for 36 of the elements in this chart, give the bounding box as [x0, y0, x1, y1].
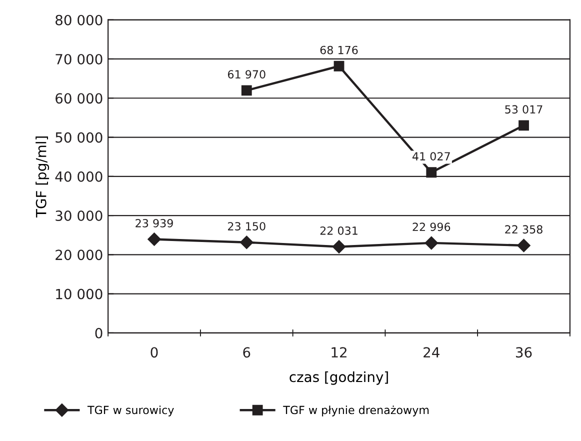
data-label: 23 150 — [228, 222, 266, 230]
point — [148, 232, 161, 246]
x-tick-label: 36 — [516, 347, 532, 358]
data-label: 22 031 — [320, 226, 358, 235]
y-axis-title: TGF [pg/ml] — [36, 136, 50, 218]
x-tick-label: 6 — [243, 347, 250, 358]
y-tick-label: 10 000 — [56, 288, 102, 300]
x-axis-title: czas [godziny] — [290, 371, 388, 385]
point — [426, 167, 437, 178]
x-tick-label: 24 — [424, 347, 440, 358]
point — [334, 60, 344, 72]
data-label: 22 358 — [505, 225, 542, 234]
data-label: 68 176 — [320, 46, 358, 54]
data-label: 22 996 — [412, 222, 450, 232]
point — [517, 238, 530, 252]
point — [424, 236, 438, 250]
y-tick-label: 40 000 — [55, 171, 102, 182]
point — [240, 236, 254, 249]
data-label: 23 939 — [136, 218, 173, 228]
y-tick-label: 80 000 — [56, 14, 102, 26]
x-tick-label: 0 — [150, 347, 158, 358]
x-tick-label: 12 — [332, 347, 346, 358]
legend-label: TGF w surowicy — [87, 406, 174, 416]
point — [332, 240, 346, 254]
data-label: 53 017 — [505, 105, 542, 114]
y-tick-label: 20 000 — [56, 250, 102, 260]
y-tick-label: 0 — [95, 328, 102, 338]
data-label: 61 970 — [228, 70, 266, 79]
data-label: 41 027 — [412, 152, 450, 161]
y-tick-label: 50 000 — [56, 132, 102, 143]
y-tick-label: 70 000 — [56, 54, 102, 64]
legend-label: TGF w płynie drenażowym — [283, 406, 429, 416]
point — [241, 85, 252, 96]
y-tick-label: 60 000 — [56, 93, 102, 104]
y-tick-label: 30 000 — [56, 210, 102, 222]
point — [518, 120, 529, 131]
